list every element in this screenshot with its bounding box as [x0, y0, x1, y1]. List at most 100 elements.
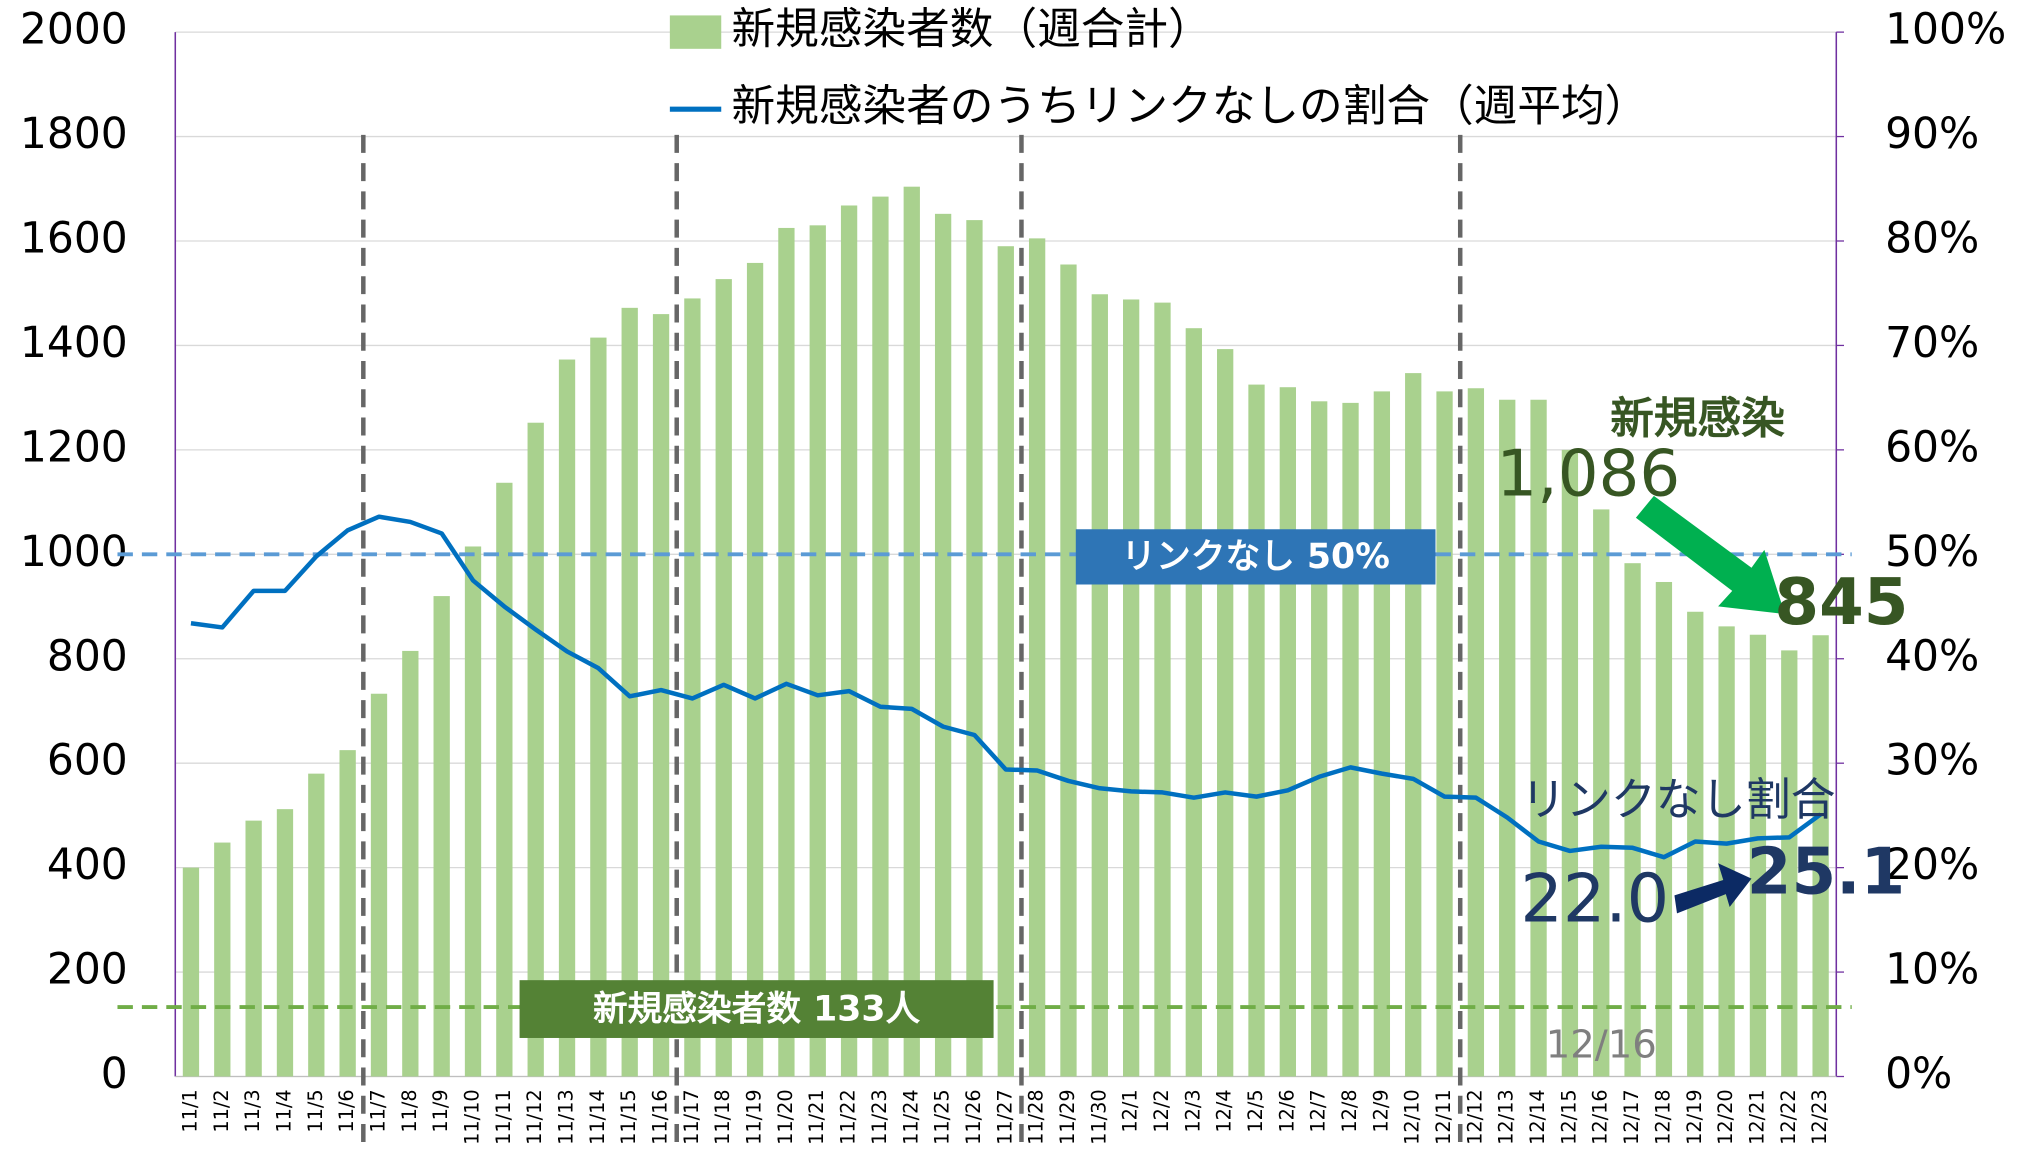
- reference-label: 新規感染者数 133人: [593, 989, 920, 1029]
- x-tick-label: 12/15: [1557, 1089, 1580, 1144]
- bar: [903, 186, 920, 1077]
- bar: [1812, 635, 1829, 1077]
- y-tick-label: 0: [101, 1049, 128, 1098]
- annotation: リンクなし割合: [1521, 773, 1836, 826]
- bar: [339, 750, 356, 1077]
- x-tick-label: 12/14: [1526, 1089, 1549, 1144]
- bar: [590, 337, 607, 1077]
- x-tick-label: 11/21: [805, 1089, 828, 1144]
- bar: [652, 314, 670, 1077]
- x-tick-label: 12/17: [1620, 1089, 1643, 1144]
- y-tick-label: 400: [47, 840, 128, 889]
- x-tick-label: 11/11: [492, 1089, 515, 1144]
- x-tick-label: 11/4: [272, 1089, 295, 1132]
- x-tick-label: 12/11: [1432, 1089, 1455, 1144]
- y-tick-label: 1600: [20, 213, 128, 262]
- bar: [464, 546, 482, 1077]
- x-tick-label: 11/18: [711, 1089, 734, 1144]
- x-tick-label: 11/6: [335, 1089, 358, 1132]
- bar: [1248, 384, 1265, 1077]
- bar: [1217, 349, 1234, 1077]
- x-tick-label: 11/27: [993, 1089, 1016, 1144]
- bar: [1185, 328, 1202, 1077]
- bar: [778, 227, 795, 1077]
- bar: [934, 213, 952, 1077]
- x-tick-label: 12/6: [1275, 1089, 1298, 1132]
- bar: [966, 220, 983, 1077]
- reference-label-box: [1075, 529, 1436, 585]
- x-tick-label: 11/25: [931, 1089, 954, 1144]
- bar: [1342, 402, 1359, 1077]
- legend-label: 新規感染者数（週合計）: [732, 4, 1212, 55]
- x-tick-label: 12/21: [1745, 1089, 1768, 1144]
- bar: [809, 225, 826, 1077]
- bar: [1311, 401, 1328, 1077]
- bar: [1028, 238, 1046, 1077]
- legend-label: 新規感染者のうちリンクなしの割合（週平均）: [732, 81, 1649, 132]
- arrow: [1674, 863, 1752, 914]
- x-tick-label: 11/5: [304, 1089, 327, 1132]
- x-tick-label: 12/16: [1589, 1089, 1612, 1144]
- y2-tick-label: 60%: [1885, 422, 1979, 471]
- x-tick-label: 11/15: [617, 1089, 640, 1144]
- bar: [1060, 264, 1077, 1077]
- bar: [1561, 449, 1579, 1077]
- annotation: 1,086: [1496, 436, 1680, 511]
- bar: [997, 246, 1014, 1077]
- x-tick-label: 12/23: [1808, 1089, 1831, 1144]
- x-tick-label: 11/8: [398, 1089, 421, 1132]
- bar: [1749, 634, 1767, 1077]
- bar: [684, 298, 701, 1077]
- y-tick-label: 200: [47, 945, 128, 994]
- reference-label: リンクなし 50%: [1121, 537, 1389, 577]
- annotation: 新規感染: [1610, 393, 1785, 444]
- bar: [1373, 391, 1391, 1077]
- x-tick-label: 12/4: [1213, 1089, 1236, 1132]
- y-tick-label: 1400: [20, 318, 128, 367]
- line: [190, 514, 1822, 860]
- annotation: 845: [1774, 565, 1908, 640]
- bar: [1405, 373, 1422, 1077]
- x-tick-label: 12/12: [1463, 1089, 1486, 1144]
- annotation: 22.0: [1520, 860, 1669, 938]
- bar: [1593, 509, 1610, 1077]
- x-tick-label: 12/20: [1714, 1089, 1737, 1144]
- bar: [621, 307, 638, 1077]
- y2-tick-label: 80%: [1885, 213, 1979, 262]
- y2-tick-label: 10%: [1885, 945, 1979, 994]
- x-tick-label: 11/2: [210, 1089, 233, 1132]
- x-tick-label: 12/22: [1777, 1089, 1800, 1144]
- x-tick-label: 12/9: [1369, 1089, 1392, 1132]
- bar: [1154, 302, 1171, 1077]
- bar: [214, 842, 231, 1077]
- x-tick-label: 12/19: [1683, 1089, 1706, 1144]
- bar: [308, 773, 325, 1077]
- y2-tick-label: 50%: [1885, 527, 1979, 576]
- bar: [715, 279, 732, 1077]
- x-tick-label: 12/8: [1338, 1089, 1361, 1132]
- x-tick-label: 11/16: [649, 1089, 672, 1144]
- x-tick-label: 11/10: [461, 1089, 484, 1144]
- y-tick-label: 1200: [20, 422, 128, 471]
- bar: [370, 693, 388, 1077]
- bar: [1781, 650, 1798, 1077]
- bar: [276, 809, 294, 1077]
- y2-tick-label: 40%: [1885, 631, 1979, 680]
- x-tick-label: 11/26: [962, 1089, 985, 1144]
- x-tick-label: 11/3: [241, 1089, 264, 1132]
- bar: [1718, 626, 1735, 1077]
- y-tick-label: 600: [47, 736, 128, 785]
- x-tick-label: 12/5: [1244, 1089, 1267, 1132]
- reference-label-box: [519, 980, 994, 1038]
- x-tick-label: 11/7: [366, 1089, 389, 1132]
- bar: [433, 596, 450, 1077]
- bar: [1624, 563, 1641, 1077]
- bar: [558, 359, 576, 1077]
- x-tick-label: 11/14: [586, 1089, 609, 1144]
- x-tick-label: 11/22: [837, 1089, 860, 1144]
- y2-tick-label: 100%: [1885, 5, 2006, 54]
- bar: [840, 205, 858, 1077]
- x-tick-label: 11/17: [680, 1089, 703, 1144]
- bar: [746, 262, 764, 1077]
